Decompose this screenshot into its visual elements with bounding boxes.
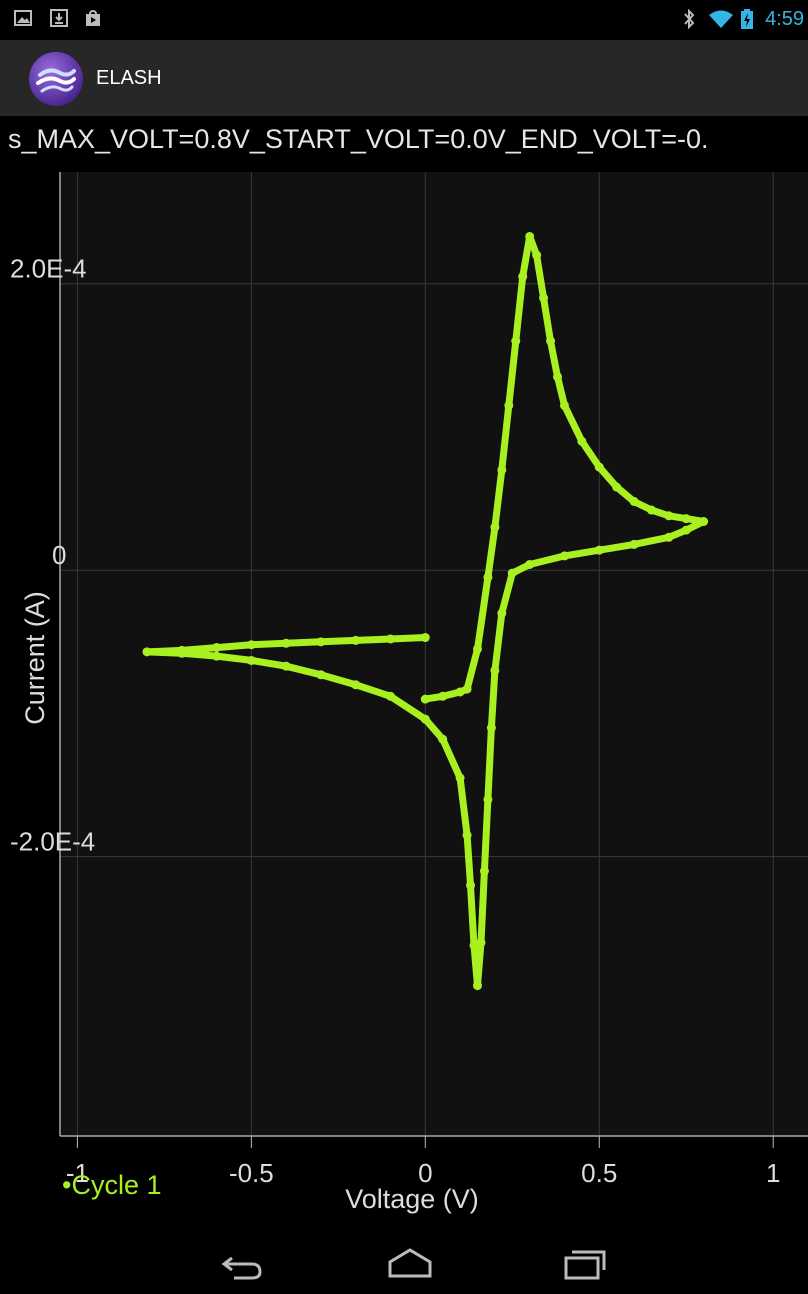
data-point: [497, 465, 507, 475]
data-point: [469, 940, 479, 950]
data-point: [629, 539, 639, 549]
data-point: [420, 633, 430, 643]
status-time: 4:59: [765, 8, 804, 30]
bluetooth-icon: [684, 9, 695, 29]
grid: [60, 172, 808, 1136]
data-point: [553, 372, 563, 382]
data-point: [281, 661, 291, 671]
data-point: [497, 608, 507, 618]
picture-icon: [14, 10, 32, 26]
x-tick-label: -1: [66, 1158, 89, 1188]
data-point: [594, 545, 604, 555]
cv-chart: -1 -0.5 0 0.5 1 2.0E-4 0 -2.0E-4 •Cycle 1 s_MAX_V…: [8, 124, 808, 1214]
data-point: [438, 734, 448, 744]
data-point: [246, 640, 256, 650]
data-point: [462, 684, 472, 694]
data-point: [455, 687, 465, 697]
status-bar: 4:59: [0, 0, 808, 40]
data-point: [490, 665, 500, 675]
data-point: [316, 670, 326, 680]
x-tick-label: 0: [418, 1158, 432, 1188]
data-point: [518, 272, 528, 282]
chart-area: -1 -0.5 0 0.5 1 2.0E-4 0 -2.0E-4 •Cycle 1 s_MAX_V…: [0, 116, 808, 1228]
data-point: [664, 532, 674, 542]
y-tick-label: -2.0E-4: [10, 827, 95, 857]
data-point: [546, 336, 556, 346]
labels: -1 -0.5 0 0.5 1 2.0E-4 0 -2.0E-4 •Cycle 1 s_MAX_V…: [8, 124, 780, 1214]
wifi-icon: [709, 10, 733, 28]
data-point: [476, 938, 486, 948]
data-point: [511, 336, 521, 346]
data-point: [479, 866, 489, 876]
action-bar: ELASH: [0, 40, 808, 116]
data-series: [142, 231, 709, 991]
data-point: [212, 651, 222, 661]
data-point: [504, 400, 514, 410]
data-point: [681, 525, 691, 535]
data-point: [351, 680, 361, 690]
chart-title: s_MAX_VOLT=0.8V_START_VOLT=0.0V_END_VOLT…: [8, 124, 709, 154]
data-point: [177, 645, 187, 655]
back-icon[interactable]: [212, 1242, 268, 1282]
data-point: [577, 436, 587, 446]
data-point: [438, 691, 448, 701]
recent-apps-icon[interactable]: [556, 1242, 612, 1282]
data-point: [594, 462, 604, 472]
data-point: [386, 634, 396, 644]
data-point: [472, 981, 482, 991]
app-logo-icon[interactable]: [28, 51, 84, 107]
legend-entry: •Cycle 1: [62, 1170, 161, 1200]
data-point: [316, 637, 326, 647]
download-icon: [50, 9, 68, 27]
data-point: [699, 517, 709, 527]
x-tick-label: 0.5: [581, 1158, 617, 1188]
data-point: [525, 559, 535, 569]
y-axis-label: Current (A): [20, 591, 50, 725]
x-tick-label: 1: [766, 1158, 780, 1188]
data-point: [664, 511, 674, 521]
x-axis-label: Voltage (V): [345, 1184, 479, 1214]
nav-bar: [0, 1228, 808, 1294]
data-point: [462, 830, 472, 840]
data-point: [612, 482, 622, 492]
data-point: [455, 773, 465, 783]
data-point: [490, 522, 500, 532]
store-icon: [86, 10, 100, 26]
data-point: [681, 514, 691, 524]
x-tick-label: -0.5: [229, 1158, 274, 1188]
data-point: [525, 231, 535, 241]
data-point: [472, 644, 482, 654]
data-point: [559, 551, 569, 561]
battery-charging-icon: [741, 9, 753, 29]
y-tick-label: 2.0E-4: [10, 254, 87, 284]
data-point: [539, 293, 549, 303]
data-point: [486, 723, 496, 733]
data-point: [212, 643, 222, 653]
y-tick-label: 0: [52, 540, 66, 570]
data-point: [246, 655, 256, 665]
axes: [59, 172, 808, 1148]
data-point: [466, 880, 476, 890]
data-point: [559, 400, 569, 410]
data-point: [483, 794, 493, 804]
data-point: [507, 568, 517, 578]
data-point: [351, 635, 361, 645]
data-point: [420, 714, 430, 724]
data-point: [142, 647, 152, 657]
data-point: [646, 505, 656, 515]
data-point: [420, 694, 430, 704]
data-point: [532, 250, 542, 260]
data-point: [386, 691, 396, 701]
data-point: [629, 496, 639, 506]
app-title: ELASH: [96, 67, 162, 89]
data-point: [483, 572, 493, 582]
data-point: [281, 638, 291, 648]
home-icon[interactable]: [382, 1242, 438, 1282]
